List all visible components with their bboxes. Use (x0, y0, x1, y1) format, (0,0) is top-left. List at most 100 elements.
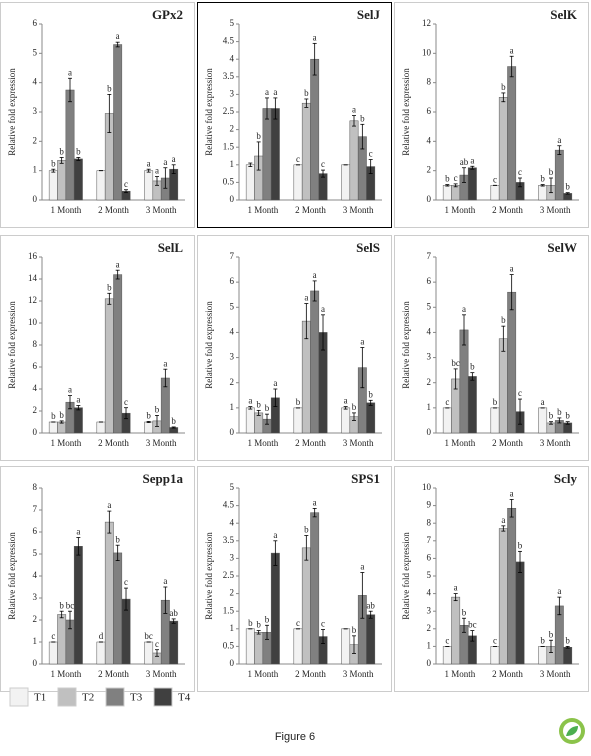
bar (341, 628, 351, 665)
y-tick-label: 4.5 (223, 36, 235, 46)
error-bar (154, 414, 159, 427)
bar (515, 561, 525, 665)
x-tick-label: 3 Month (540, 205, 571, 215)
bar (442, 185, 452, 201)
bar (442, 407, 452, 434)
y-tick-label: 1.5 (223, 605, 235, 615)
significance-letter: b (51, 411, 56, 421)
significance-letter: b (248, 618, 253, 628)
y-tick-label: 6 (427, 106, 432, 116)
y-tick-label: 2 (33, 135, 38, 145)
error-bar (453, 368, 458, 390)
significance-letter: b (518, 540, 523, 550)
error-bar (360, 347, 365, 389)
panel-border (394, 466, 589, 692)
y-tick-label: 5 (427, 301, 432, 311)
error-bar (470, 165, 475, 170)
significance-letter: c (155, 639, 159, 649)
bar (341, 164, 351, 201)
error-bar (107, 94, 112, 133)
significance-letter: a (557, 586, 561, 596)
significance-letter: a (155, 166, 159, 176)
significance-letter: b (107, 282, 112, 292)
significance-letter: a (501, 515, 505, 525)
error-bar (540, 184, 545, 187)
y-tick-label: 0 (33, 194, 38, 204)
y-tick-label: 7 (33, 504, 38, 514)
significance-letter: a (557, 135, 561, 145)
y-tick-label: 4 (427, 326, 432, 336)
significance-letter: b (59, 600, 64, 610)
bar (57, 614, 67, 665)
significance-letter: b (171, 416, 176, 426)
error-bar (59, 420, 64, 424)
significance-letter: c (296, 154, 300, 164)
y-tick-label: 5 (230, 482, 235, 492)
legend-swatch (105, 687, 125, 707)
significance-letter: a (454, 583, 458, 593)
y-tick-label: 1 (230, 159, 235, 169)
y-tick-label: 4 (33, 383, 38, 393)
bar (113, 44, 123, 201)
significance-letter: a (163, 358, 167, 368)
x-tick-label: 2 Month (295, 438, 326, 448)
significance-letter: b (368, 389, 373, 399)
y-tick-label: 14 (28, 273, 38, 283)
bar (467, 376, 477, 434)
y-axis-label: Relative fold expression (7, 68, 17, 156)
significance-letter: ab (460, 157, 469, 167)
significance-letter: a (360, 562, 364, 572)
bar (113, 274, 123, 434)
error-bar (548, 639, 553, 653)
y-tick-label: 0 (230, 194, 235, 204)
significance-letter: b (470, 362, 475, 372)
y-tick-label: 7 (427, 251, 432, 261)
y-axis-label: Relative fold expression (7, 301, 17, 389)
significance-letter: b (462, 607, 467, 617)
error-bar (470, 372, 475, 381)
legend-swatch (57, 687, 77, 707)
significance-letter: c (518, 388, 522, 398)
significance-letter: a (248, 396, 252, 406)
error-bar (146, 168, 151, 173)
significance-letter: b (304, 88, 309, 98)
y-tick-label: 3 (427, 352, 432, 362)
y-tick-label: 10 (422, 47, 432, 57)
significance-letter: b (557, 407, 562, 417)
panel-border (197, 235, 392, 461)
error-bar (462, 617, 467, 633)
error-bar (68, 395, 73, 410)
x-tick-label: 2 Month (492, 438, 523, 448)
y-tick-label: 2 (427, 377, 432, 387)
bar (245, 407, 255, 434)
error-bar (76, 157, 81, 161)
significance-letter: a (360, 337, 364, 347)
significance-letter: a (116, 31, 120, 41)
chart-title: GPx2 (152, 7, 183, 22)
bar (48, 170, 58, 201)
bar (490, 407, 500, 434)
y-tick-label: 0.5 (223, 640, 235, 650)
significance-letter: d (99, 631, 104, 641)
x-tick-label: 1 Month (247, 205, 278, 215)
significance-letter: b (304, 525, 309, 535)
bar (65, 89, 75, 201)
panel-border (0, 2, 195, 228)
bar (293, 164, 303, 201)
y-tick-label: 2 (427, 623, 432, 633)
x-tick-label: 2 Month (98, 669, 129, 679)
bar (442, 646, 452, 665)
x-tick-label: 2 Month (492, 669, 523, 679)
significance-letter: a (273, 530, 277, 540)
error-bar (360, 572, 365, 619)
error-bar (509, 55, 514, 78)
error-bar (557, 596, 562, 616)
y-tick-label: 6 (33, 361, 38, 371)
error-bar (273, 540, 278, 566)
significance-letter: a (313, 497, 317, 507)
y-tick-label: 0 (427, 658, 432, 668)
y-tick-label: 1 (230, 623, 235, 633)
bar (254, 632, 264, 665)
significance-letter: b (146, 411, 151, 421)
error-bar (557, 145, 562, 155)
